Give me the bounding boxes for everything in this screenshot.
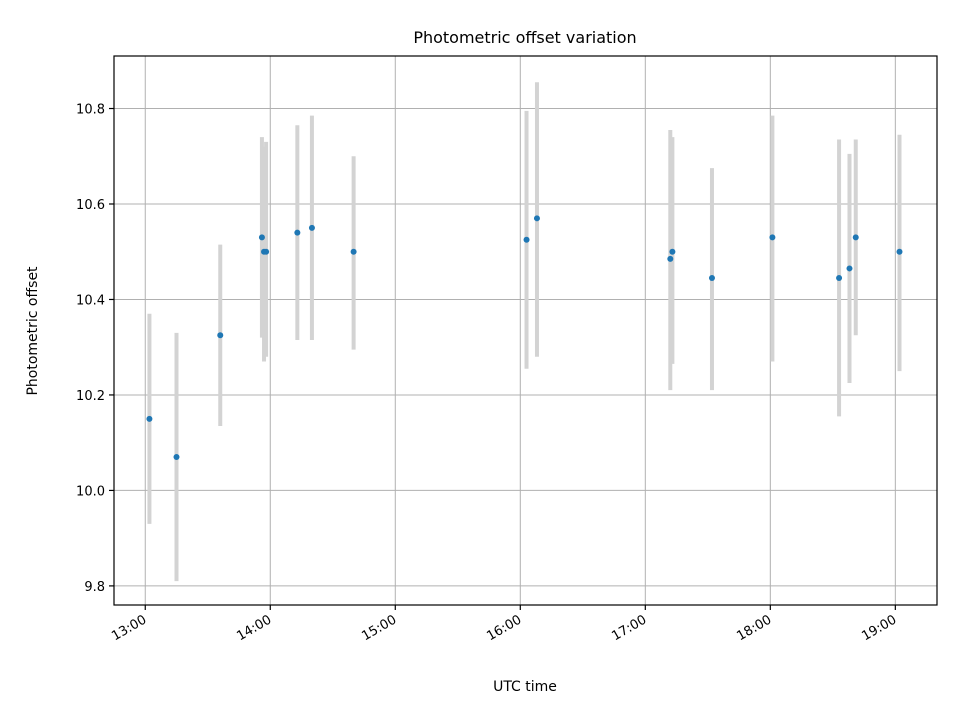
- data-point: [896, 248, 903, 255]
- data-point: [708, 274, 715, 281]
- y-tick-label: 10.8: [76, 103, 105, 118]
- x-tick-label: 18:00: [734, 612, 774, 644]
- x-tick-label: 17:00: [609, 612, 649, 644]
- data-point: [308, 224, 315, 231]
- data-point: [667, 255, 674, 262]
- plot-frame: [113, 55, 938, 606]
- data-point: [294, 229, 301, 236]
- x-tick-label: 19:00: [859, 612, 899, 644]
- chart-title: Photometric offset variation: [413, 28, 636, 47]
- data-point: [523, 236, 530, 243]
- data-point: [258, 234, 265, 241]
- y-tick-label: 9.8: [84, 580, 105, 595]
- data-point: [146, 415, 153, 422]
- y-axis-label: Photometric offset: [25, 266, 41, 396]
- data-point: [217, 332, 224, 339]
- data-point: [350, 248, 357, 255]
- y-tick-label: 10.2: [76, 389, 105, 404]
- data-point: [173, 454, 180, 461]
- x-tick-label: 16:00: [484, 612, 524, 644]
- error-bars: [147, 82, 902, 582]
- data-point: [669, 248, 676, 255]
- data-point: [852, 234, 859, 241]
- y-tick-label: 10.4: [76, 293, 105, 308]
- grid: [114, 56, 937, 605]
- data-point: [846, 265, 853, 272]
- y-axis: 9.8 10.0 10.2 10.4 10.6 10.8: [76, 103, 114, 595]
- data-point: [533, 215, 540, 222]
- x-axis: 13:00 14:00 15:00 16:00 17:00 18:00 19:00: [109, 605, 899, 644]
- x-tick-label: 14:00: [234, 612, 274, 644]
- data-point: [769, 234, 776, 241]
- x-tick-label: 13:00: [109, 612, 149, 644]
- y-tick-label: 10.0: [76, 484, 105, 499]
- x-tick-label: 15:00: [359, 612, 399, 644]
- data-points: [146, 215, 903, 461]
- data-point: [836, 274, 843, 281]
- y-tick-label: 10.6: [76, 198, 105, 213]
- data-point: [263, 248, 270, 255]
- x-axis-label: UTC time: [493, 679, 557, 695]
